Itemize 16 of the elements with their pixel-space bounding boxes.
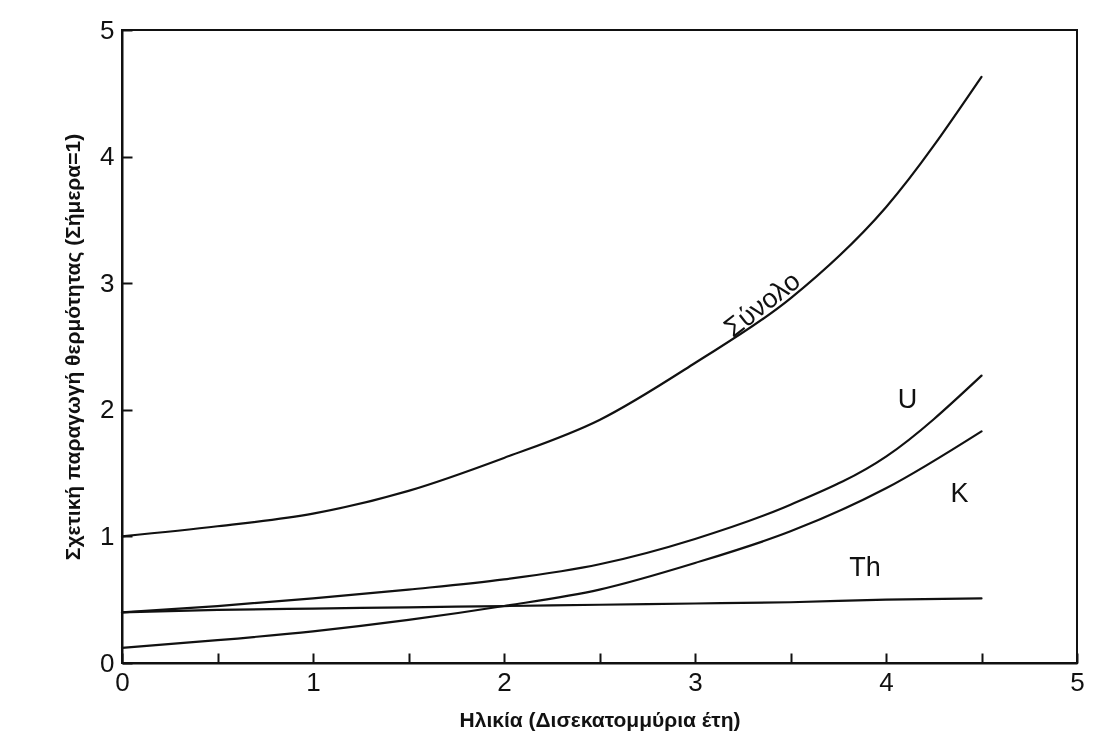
x-axis-title: Ηλικία (Δισεκατομμύρια έτη) (459, 707, 741, 731)
x-tick-label: 1 (306, 666, 321, 697)
y-axis-title: Σχετική παραγωγή θερμότητας (Σήμερα=1) (61, 133, 86, 561)
series-label: K (950, 478, 969, 509)
x-tick-label: 5 (1070, 666, 1085, 697)
y-tick-label: 0 (100, 647, 115, 678)
series-label: Th (849, 551, 881, 582)
y-tick-label: 4 (100, 141, 115, 172)
y-tick-label: 3 (100, 267, 115, 298)
y-tick-label: 5 (100, 14, 115, 45)
x-tick-label: 3 (688, 666, 703, 697)
series-label: U (897, 383, 918, 414)
y-tick-label: 1 (100, 520, 115, 551)
x-tick-label: 2 (497, 666, 512, 697)
x-tick-label: 4 (879, 666, 894, 697)
y-tick-label: 2 (100, 394, 115, 425)
